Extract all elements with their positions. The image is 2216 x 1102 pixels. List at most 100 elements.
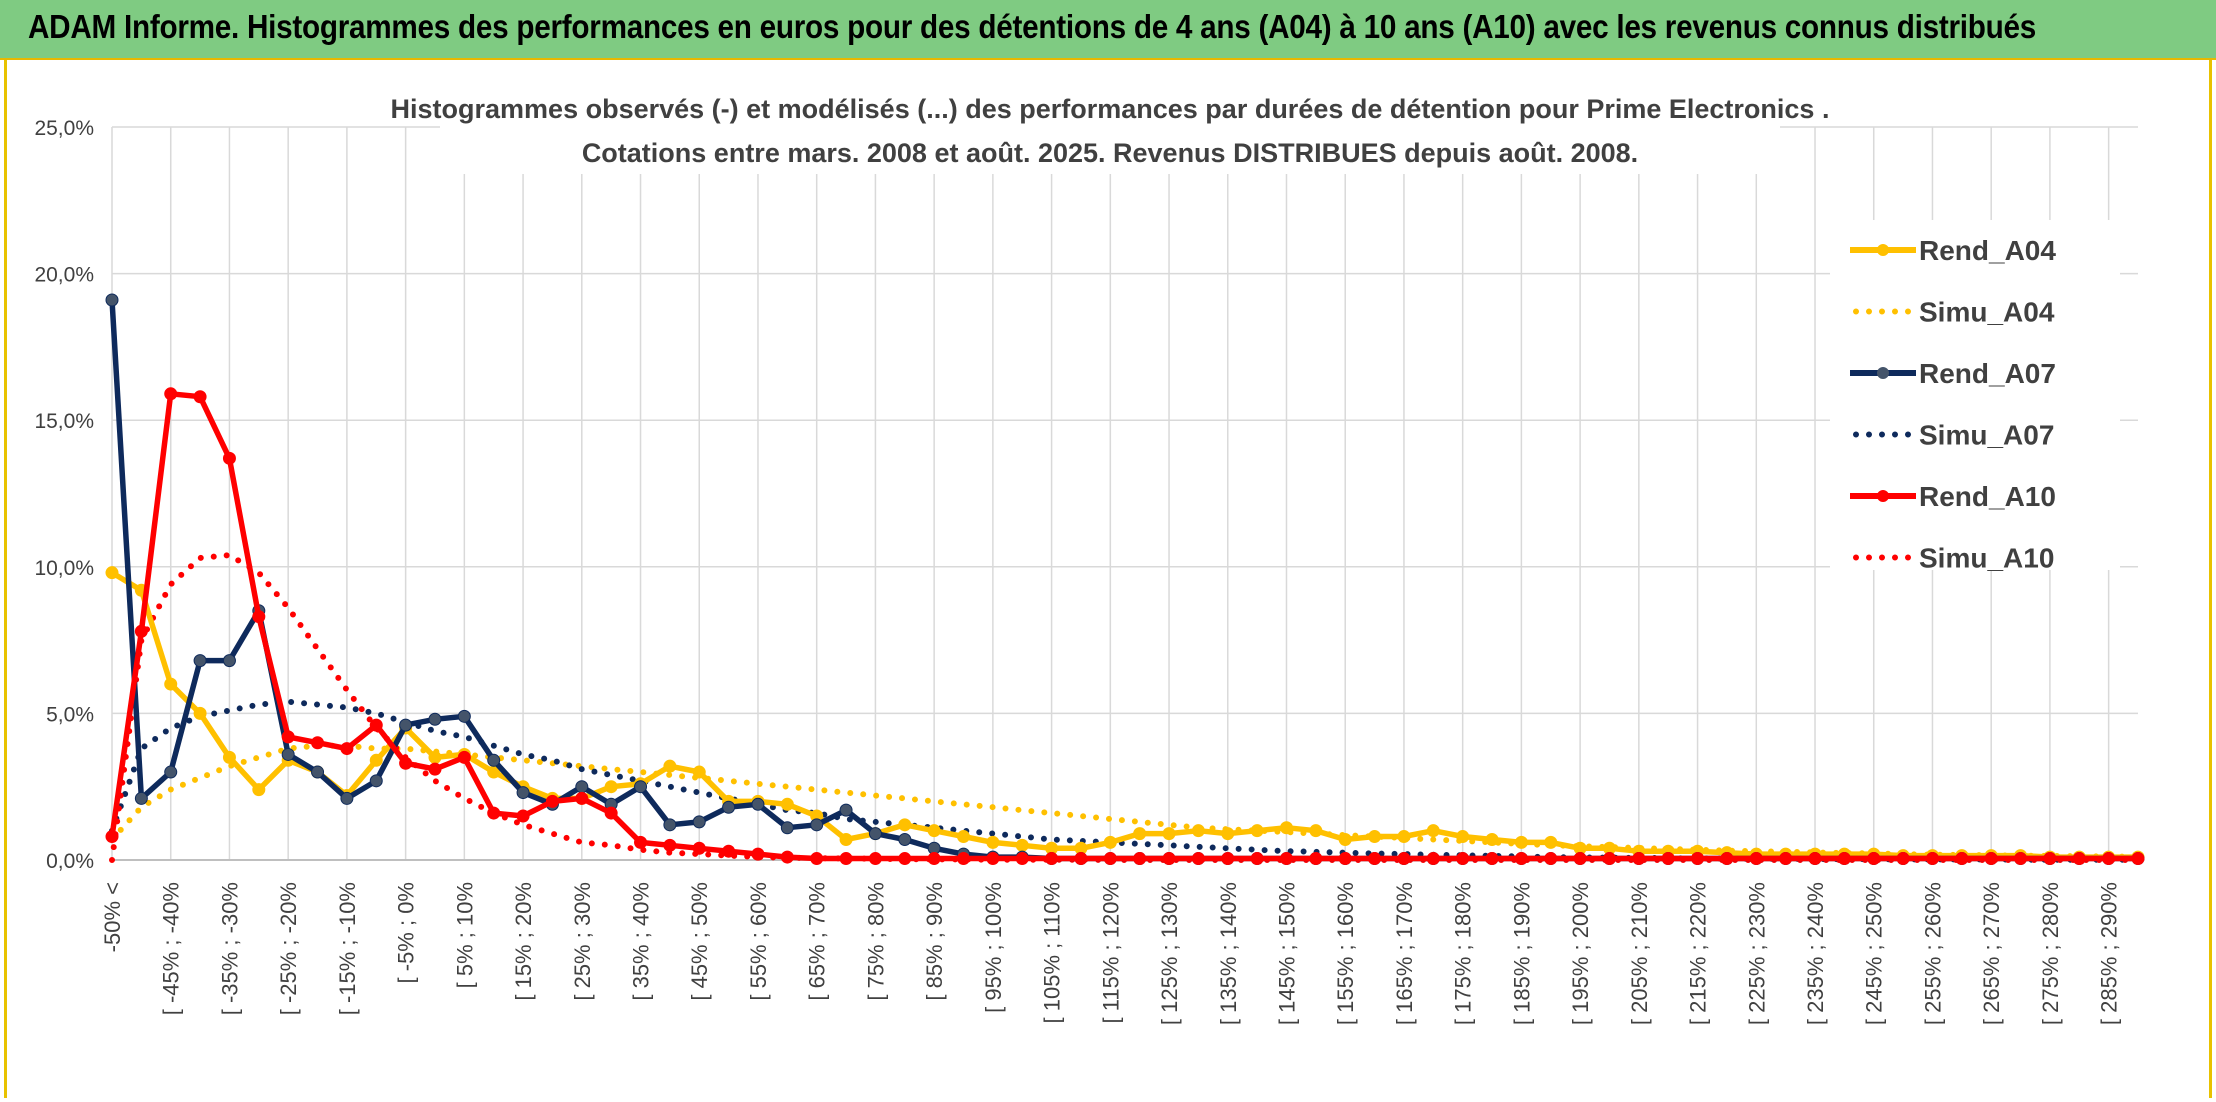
report-title: ADAM Informe. Histogrammes des performan… (28, 8, 2036, 45)
data-point (751, 847, 765, 861)
data-point (1602, 852, 1616, 866)
x-tick-label: [ 205% ; 210% (1627, 882, 1652, 1025)
data-point (222, 451, 236, 465)
legend-label: Simu_A10 (1919, 543, 2054, 574)
data-point (399, 756, 413, 770)
x-tick-label: [ -25% ; -20% (276, 882, 301, 1015)
x-tick-label: [ 135% ; 140% (1216, 882, 1241, 1025)
x-tick-label: [ 165% ; 170% (1392, 882, 1417, 1025)
data-point (692, 815, 706, 829)
data-point (2131, 852, 2145, 866)
y-tick-label: 10,0% (34, 557, 94, 580)
data-point (105, 830, 119, 844)
x-tick-label: [ 195% ; 200% (1568, 882, 1593, 1025)
data-point (311, 765, 325, 779)
x-tick-label: [ 115% ; 120% (1098, 882, 1123, 1023)
legend-label: Rend_A04 (1919, 235, 2056, 266)
legend-item-rend-a04: Rend_A04 (1850, 235, 2056, 266)
data-point (1309, 852, 1323, 866)
data-point (1632, 852, 1646, 866)
x-tick-label: [ 125% ; 130% (1157, 882, 1182, 1025)
x-tick-label: -50% < (100, 882, 125, 952)
data-point (1456, 830, 1470, 844)
legend-label: Rend_A07 (1919, 358, 2056, 389)
x-tick-label: [ 235% ; 240% (1803, 882, 1828, 1025)
data-point (810, 852, 824, 866)
data-point (634, 835, 648, 849)
legend-marker (1877, 367, 1889, 379)
data-point (1808, 852, 1822, 866)
data-point (898, 832, 912, 846)
data-point (2072, 852, 2086, 866)
data-point (1573, 852, 1587, 866)
data-point (428, 750, 442, 764)
data-point (1074, 852, 1088, 866)
chart-title-line-2: Cotations entre mars. 2008 et août. 2025… (582, 138, 1638, 168)
x-tick-label: [ -5% ; 0% (394, 882, 419, 983)
data-point (222, 654, 236, 668)
data-point (957, 830, 971, 844)
x-tick-label: [ 265% ; 270% (1979, 882, 2004, 1025)
data-point (369, 753, 383, 767)
x-tick-label: [ 65% ; 70% (805, 882, 830, 1001)
y-tick-label: 25,0% (34, 117, 94, 140)
data-point (1250, 824, 1264, 838)
data-point (252, 610, 266, 624)
data-point (1045, 852, 1059, 866)
data-point (604, 806, 618, 820)
data-point (2043, 852, 2057, 866)
data-point (634, 780, 648, 794)
data-point (1955, 852, 1969, 866)
data-point (575, 780, 589, 794)
y-tick-label: 20,0% (34, 264, 94, 287)
data-point (957, 852, 971, 866)
legend-background (1830, 220, 2120, 570)
legend-label: Rend_A10 (1919, 481, 2056, 512)
data-point (780, 821, 794, 835)
data-point (1162, 827, 1176, 841)
data-point (1514, 852, 1528, 866)
data-point (1309, 824, 1323, 838)
x-tick-label: [ 5% ; 10% (452, 882, 477, 988)
y-tick-label: 15,0% (34, 410, 94, 433)
data-point (1133, 852, 1147, 866)
x-tick-label: [ 155% ; 160% (1333, 882, 1358, 1025)
series-line-simu-a04 (109, 742, 2141, 860)
data-point (281, 747, 295, 761)
x-tick-label: [ 105% ; 110% (1040, 882, 1065, 1023)
data-point (164, 677, 178, 691)
data-point (722, 800, 736, 814)
data-point (457, 709, 471, 723)
x-tick-label: [ 45% ; 50% (687, 882, 712, 1001)
data-point (1103, 852, 1117, 866)
x-tick-label: [ 225% ; 230% (1744, 882, 1769, 1025)
legend-item-rend-a07: Rend_A07 (1850, 358, 2056, 389)
x-tick-label: [ 285% ; 290% (2097, 882, 2122, 1025)
data-point (1514, 835, 1528, 849)
data-point (457, 750, 471, 764)
data-point (428, 712, 442, 726)
y-axis: 0,0% 5,0% 10,0% 15,0% 20,0% 25,0% (34, 117, 94, 873)
data-point (927, 852, 941, 866)
data-point (1485, 852, 1499, 866)
series-rend-a04 (105, 566, 2145, 864)
legend: Rend_A04 Simu_A04 Rend_A07 Simu_A07 Rend_A10… (1830, 220, 2120, 574)
data-point (1221, 852, 1235, 866)
data-point (340, 742, 354, 756)
legend-item-simu-a10: Simu_A10 (1853, 543, 2054, 574)
data-point (193, 654, 207, 668)
x-tick-label: [ 95% ; 100% (981, 882, 1006, 1013)
data-point (1015, 838, 1029, 852)
data-point (311, 736, 325, 750)
data-point (1397, 830, 1411, 844)
data-point (986, 852, 1000, 866)
data-point (1544, 835, 1558, 849)
data-point (164, 765, 178, 779)
chart-frame (4, 60, 2212, 1098)
data-point (810, 818, 824, 832)
data-point (1162, 852, 1176, 866)
x-tick-label: [ -45% ; -40% (159, 882, 184, 1015)
data-point (2102, 852, 2116, 866)
data-point (222, 750, 236, 764)
data-point (193, 706, 207, 720)
